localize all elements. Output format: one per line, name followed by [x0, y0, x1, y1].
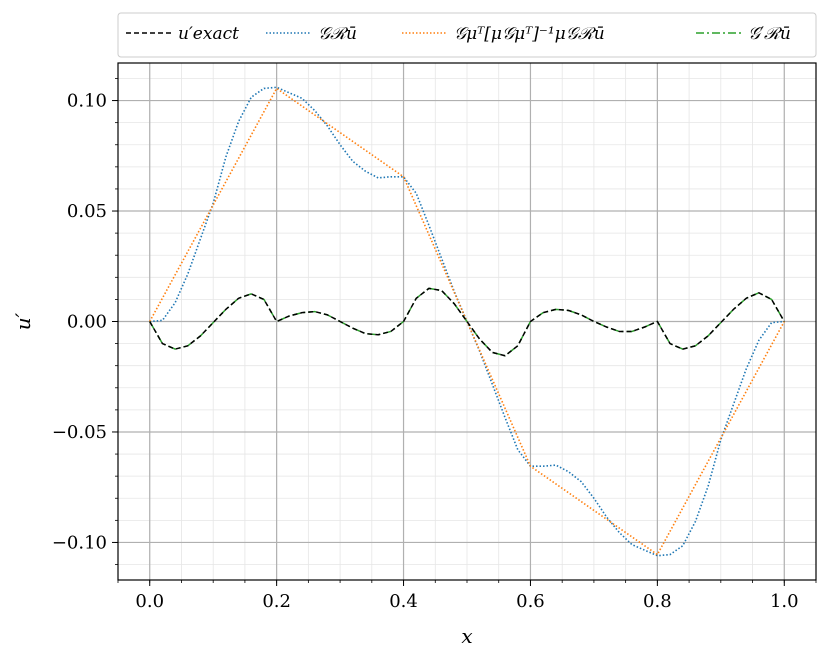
y-axis-label: u′ [11, 312, 35, 330]
ticks: 0.0 0.2 0.4 0.6 0.8 1.0 0.10 0.05 0.00 −0.05 −0.10 [52, 78, 817, 612]
legend-label: 𝒢′ℛū [748, 24, 791, 44]
x-tick-label: 0.2 [262, 591, 291, 612]
legend-label: 𝒢ℛū [318, 24, 357, 44]
x-tick-label: 0.0 [135, 591, 164, 612]
x-tick-label: 1.0 [770, 591, 799, 612]
series-line-0 [149, 287, 785, 357]
series-layer [149, 86, 785, 557]
y-tick-label: −0.10 [52, 532, 107, 553]
legend: u′exact 𝒢ℛū 𝒢μᵀ[μ𝒢μᵀ]⁻¹μ𝒢ℛū 𝒢′ℛū [117, 12, 817, 58]
x-tick-label: 0.4 [389, 591, 418, 612]
y-tick-label: 0.10 [67, 91, 107, 112]
legend-label: u′exact [178, 24, 239, 44]
x-tick-label: 0.6 [516, 591, 545, 612]
y-tick-label: −0.05 [52, 422, 107, 443]
y-tick-label: 0.00 [67, 312, 107, 333]
legend-label: 𝒢μᵀ[μ𝒢μᵀ]⁻¹μ𝒢ℛū [454, 24, 605, 44]
x-tick-label: 0.8 [643, 591, 672, 612]
y-tick-label: 0.05 [67, 201, 107, 222]
x-axis-label: x [461, 624, 472, 648]
legend-box [117, 12, 817, 58]
